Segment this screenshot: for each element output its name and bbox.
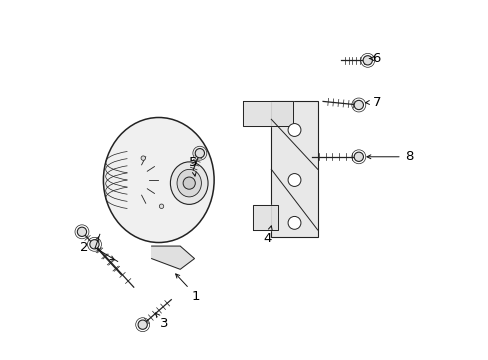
- Circle shape: [159, 204, 163, 208]
- Circle shape: [363, 56, 372, 65]
- Ellipse shape: [103, 117, 214, 243]
- Circle shape: [287, 216, 300, 229]
- Circle shape: [183, 177, 195, 189]
- Ellipse shape: [109, 151, 159, 209]
- Text: 1: 1: [175, 274, 200, 303]
- Text: 8: 8: [366, 150, 412, 163]
- Ellipse shape: [177, 169, 201, 197]
- Text: 5: 5: [188, 156, 197, 176]
- Circle shape: [287, 174, 300, 186]
- Polygon shape: [253, 205, 278, 230]
- Circle shape: [77, 227, 86, 237]
- Text: 3: 3: [155, 313, 168, 330]
- Text: 2: 2: [80, 241, 88, 255]
- Circle shape: [90, 240, 99, 249]
- Circle shape: [141, 156, 145, 160]
- FancyBboxPatch shape: [271, 102, 317, 237]
- Circle shape: [353, 152, 363, 161]
- Circle shape: [195, 149, 204, 158]
- Circle shape: [138, 320, 147, 329]
- Text: 4: 4: [263, 226, 272, 246]
- Circle shape: [287, 123, 300, 136]
- Polygon shape: [151, 246, 194, 269]
- Text: 7: 7: [365, 96, 380, 109]
- Polygon shape: [242, 102, 292, 126]
- Ellipse shape: [170, 162, 207, 204]
- Circle shape: [353, 100, 363, 110]
- Text: 6: 6: [369, 52, 380, 65]
